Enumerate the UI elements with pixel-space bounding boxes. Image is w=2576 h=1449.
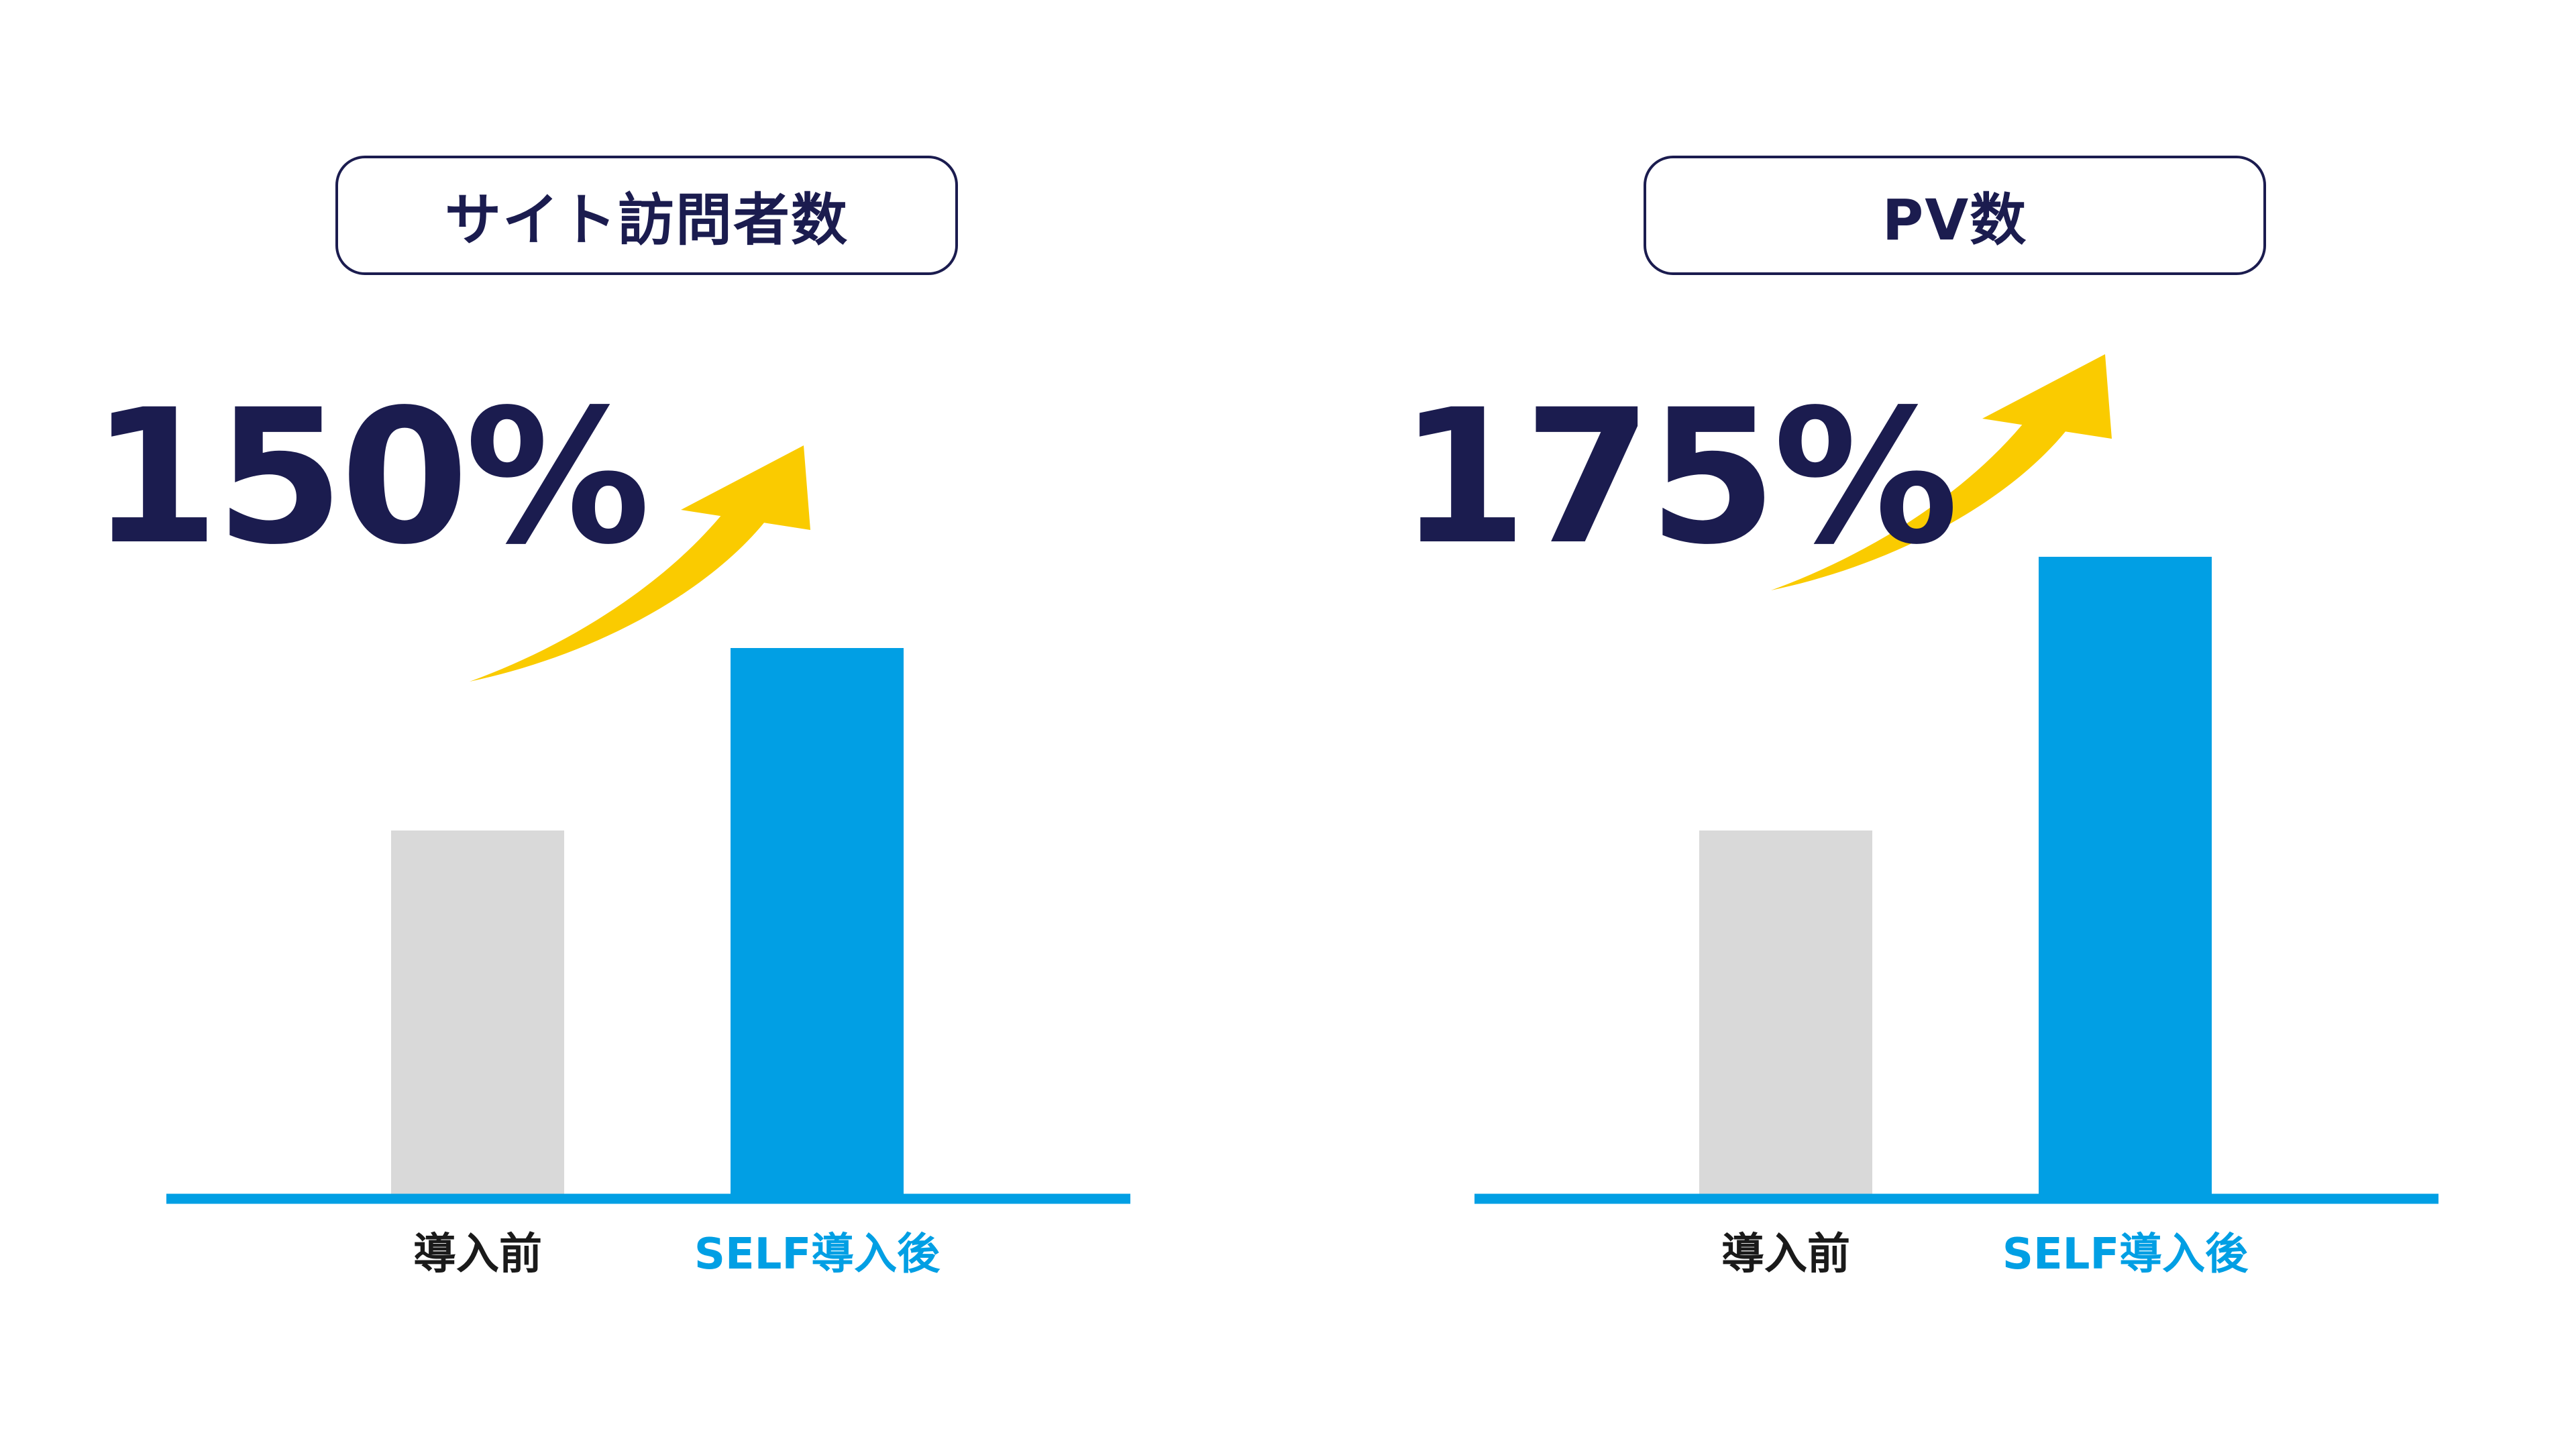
x-tick-label-after: SELF導入後 [2002, 1230, 2249, 1279]
headline-percent: 150% [91, 370, 651, 586]
chart-panel-site-visitors: サイト訪問者数 150% 導入前 SELF導入後 [91, 156, 1130, 1279]
arrow-up-right-icon [1771, 354, 2112, 590]
x-tick-label-after: SELF導入後 [694, 1230, 941, 1279]
x-tick-label-before: 導入前 [1721, 1230, 1850, 1279]
chart-plot-area [1474, 354, 2438, 1204]
arrow-up-right-icon [470, 445, 810, 682]
x-tick-label-before: 導入前 [413, 1230, 542, 1279]
chart-title: サイト訪問者数 [335, 156, 958, 275]
bar-before [391, 830, 564, 1195]
chart-title: PV数 [1644, 156, 2266, 275]
bar-after [2039, 557, 2212, 1195]
chart-panel-pageviews: PV数 175% 導入前 SELF導入後 [1308, 0, 2576, 1449]
bar-before [1699, 830, 1872, 1195]
chart-plot-area [166, 445, 1130, 1204]
headline-percent: 175% [1399, 370, 1959, 586]
bar-after [731, 648, 904, 1195]
